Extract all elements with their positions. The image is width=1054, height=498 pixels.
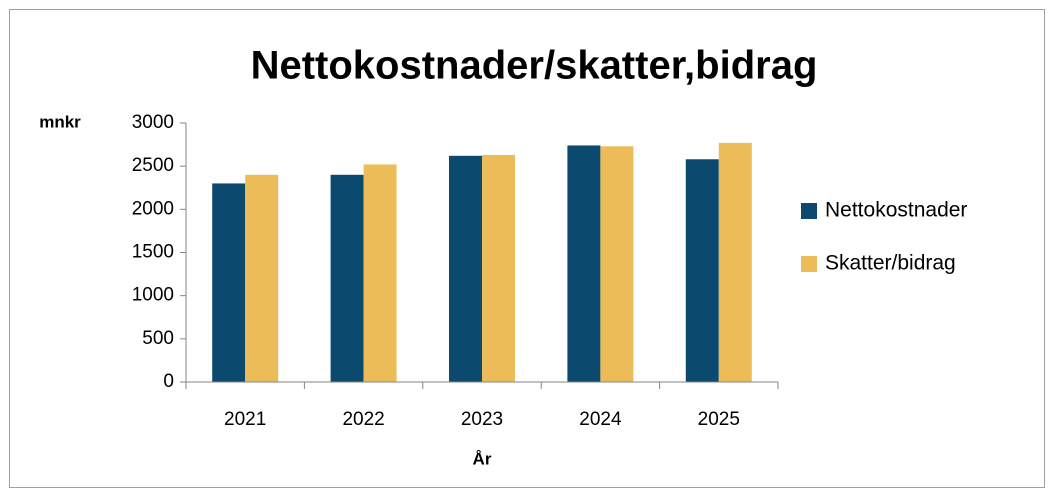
y-tick-label: 2000 [132,198,174,219]
y-tick-label: 2500 [132,155,174,176]
legend-swatch [801,203,817,219]
y-tick-label: 1500 [132,242,174,263]
chart-frame [9,9,1045,488]
x-tick-label: 2024 [579,409,622,430]
x-tick-label: 2025 [698,409,740,430]
legend-label: Nettokostnader [825,199,967,222]
x-axis-label: År [473,449,492,468]
y-tick-label: 0 [163,371,174,392]
bar [718,142,752,382]
bar [567,145,601,382]
x-tick-label: 2021 [224,409,266,430]
bar [685,159,719,382]
x-tick-label: 2022 [342,409,384,430]
y-tick-label: 1000 [132,285,174,306]
bar [330,174,364,382]
y-tick-label: 500 [142,328,174,349]
y-tick-label: 3000 [132,112,174,133]
y-axis-label: mnkr [39,112,81,131]
legend-swatch [801,256,817,272]
bar [212,183,246,382]
chart-title: Nettokostnader/skatter,bidrag [251,44,818,88]
bar [449,155,482,382]
legend-label: Skatter/bidrag [825,252,956,275]
bar [600,146,634,382]
x-tick-label: 2023 [461,409,503,430]
bar [482,154,515,382]
bar [245,174,279,382]
bar [363,164,397,382]
